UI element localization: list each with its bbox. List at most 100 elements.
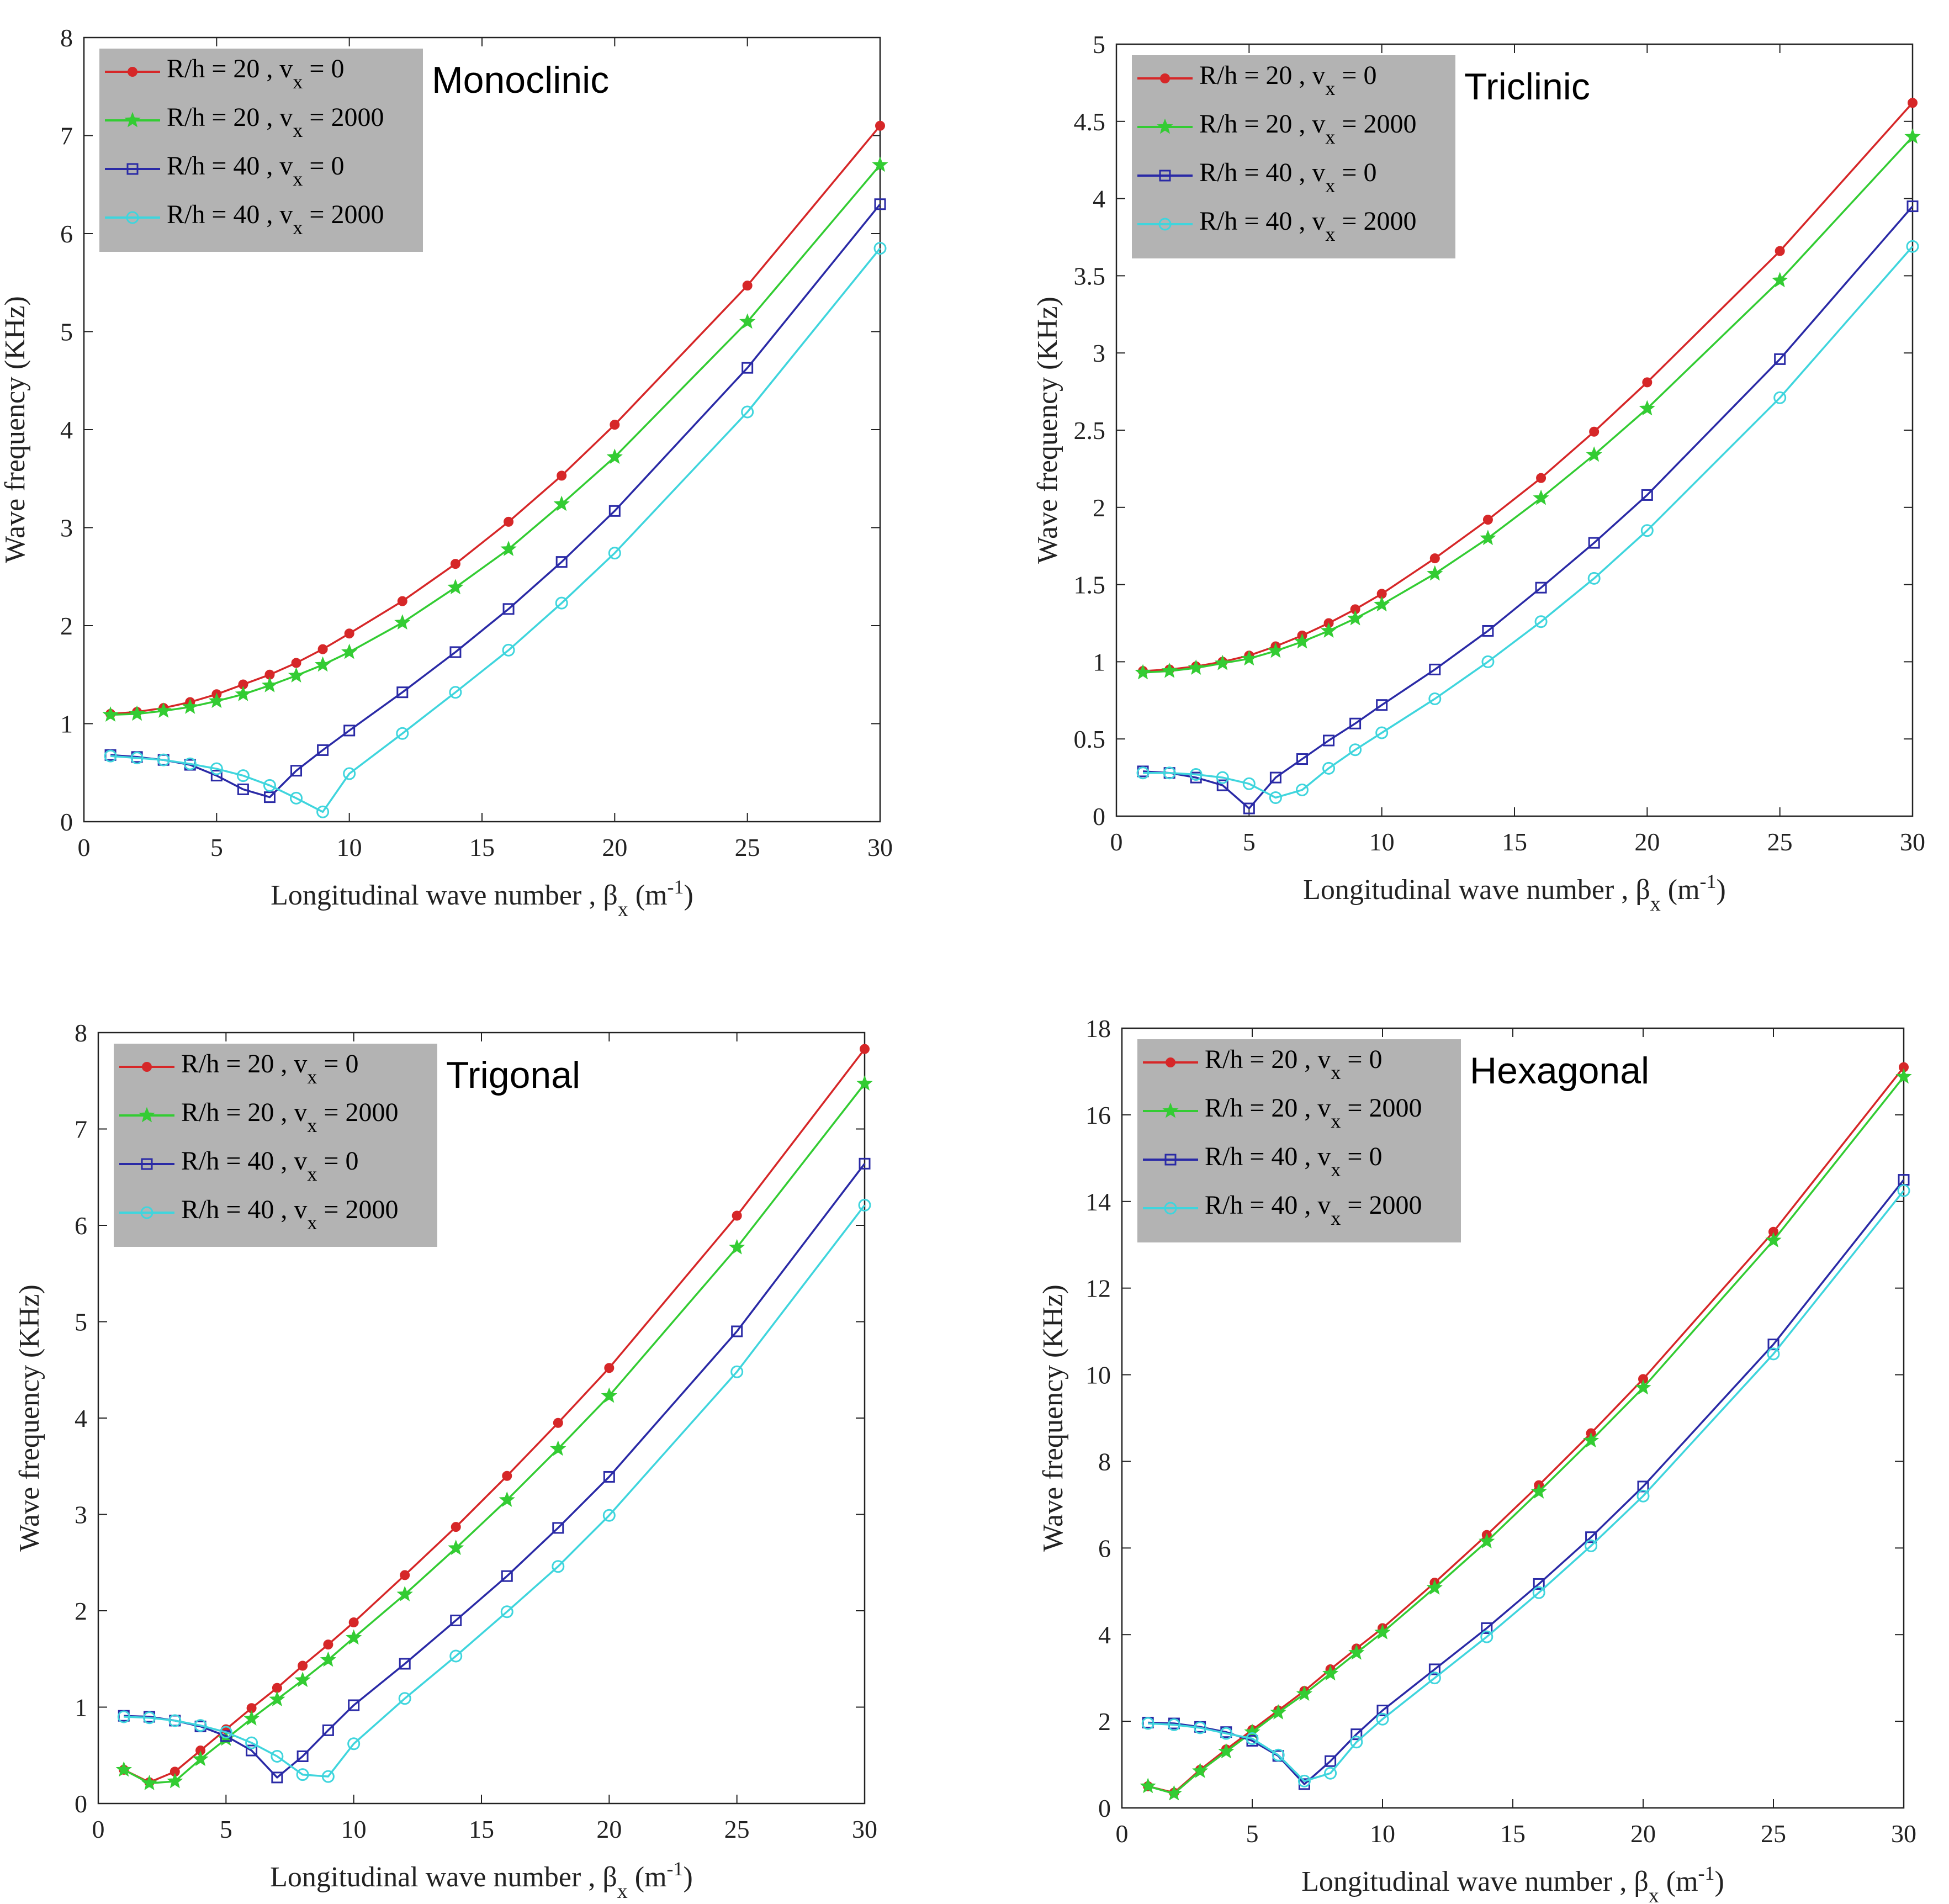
data-point: [1163, 766, 1176, 780]
legend-marker: [1166, 1057, 1175, 1067]
data-point: [1585, 1539, 1598, 1552]
data-point: [396, 686, 409, 699]
data-point: [1533, 1578, 1545, 1590]
data-point: [263, 779, 276, 792]
data-point: [294, 1672, 311, 1688]
data-point: [1295, 783, 1309, 796]
data-point: [1376, 699, 1388, 711]
data-point: [1772, 272, 1788, 288]
data-point: [1270, 1704, 1286, 1720]
x-tick-label: 15: [469, 833, 495, 861]
data-point: [1246, 1732, 1259, 1745]
data-point: [555, 596, 568, 610]
data-point: [1325, 1755, 1337, 1767]
data-point: [314, 656, 331, 672]
data-point: [1479, 1533, 1495, 1549]
y-tick-label: 2: [1093, 494, 1105, 522]
data-point: [1637, 1480, 1649, 1493]
data-point: [322, 1724, 334, 1736]
data-point: [449, 1649, 463, 1663]
data-point: [730, 1365, 744, 1378]
y-tick-label: 16: [1085, 1101, 1111, 1129]
series-line-cyan: [1143, 246, 1914, 799]
series-green: [1135, 128, 1921, 680]
y-tick-label: 8: [1098, 1447, 1111, 1475]
data-point: [1376, 1705, 1389, 1716]
data-point: [1216, 771, 1229, 784]
y-tick-label: 1: [1093, 648, 1105, 676]
data-point: [1296, 1685, 1313, 1701]
data-point: [320, 1651, 337, 1667]
data-point: [1773, 391, 1787, 404]
data-point: [290, 765, 303, 777]
y-axis-label: Wave frequency (KHz): [14, 1284, 45, 1552]
x-tick-label: 30: [1900, 828, 1925, 856]
data-point: [1587, 572, 1601, 585]
data-point: [1635, 1379, 1651, 1395]
data-point: [346, 1629, 362, 1645]
data-point: [450, 1614, 462, 1626]
data-point: [858, 1198, 871, 1212]
series-cyan: [104, 242, 887, 818]
data-point: [500, 1605, 513, 1619]
data-point: [606, 448, 623, 464]
data-point: [1639, 400, 1655, 416]
y-axis-label: Wave frequency (KHz): [1032, 297, 1063, 564]
data-point: [1767, 1347, 1780, 1361]
data-point: [502, 1471, 512, 1481]
data-point: [504, 516, 514, 527]
data-point: [731, 1325, 743, 1337]
data-point: [235, 685, 252, 701]
data-point: [872, 156, 888, 172]
data-point: [1480, 530, 1496, 546]
data-point: [1428, 1672, 1441, 1685]
x-tick-label: 10: [341, 1815, 367, 1843]
data-point: [398, 1692, 411, 1705]
data-point: [741, 405, 754, 419]
data-point: [553, 1418, 563, 1428]
y-tick-label: 7: [60, 122, 73, 150]
y-tick-label: 5: [75, 1308, 87, 1336]
data-point: [1532, 1586, 1545, 1599]
legend-entry-blue: R/h = 40 , vx = 0: [167, 151, 345, 190]
data-point: [1350, 1728, 1363, 1741]
data-point: [1191, 1762, 1209, 1778]
x-tick-label: 10: [337, 833, 362, 861]
legend-marker: [1162, 1102, 1179, 1118]
data-point: [610, 420, 620, 430]
y-tick-label: 0: [60, 808, 73, 836]
legend-entry-green: R/h = 20 , vx = 2000: [1199, 109, 1417, 148]
data-point: [875, 120, 885, 131]
data-point: [348, 1699, 360, 1711]
data-point: [1218, 1743, 1235, 1759]
y-tick-label: 6: [75, 1212, 87, 1240]
y-tick-label: 10: [1085, 1361, 1111, 1389]
data-point: [1161, 662, 1178, 678]
data-point: [143, 1711, 156, 1725]
data-point: [1322, 1665, 1339, 1681]
data-point: [271, 1749, 284, 1763]
data-point: [400, 1570, 410, 1580]
data-point: [210, 770, 223, 782]
y-axis-label: Wave frequency (KHz): [0, 296, 31, 563]
y-tick-label: 1: [75, 1694, 87, 1722]
legend-marker: [1157, 118, 1173, 134]
data-point: [317, 744, 329, 756]
data-point: [450, 559, 460, 569]
data-point: [1350, 1736, 1363, 1749]
data-point: [1220, 1727, 1233, 1740]
data-point: [552, 1522, 564, 1534]
legend-marker: [126, 163, 139, 175]
data-point: [167, 1773, 183, 1789]
data-point: [447, 579, 464, 595]
y-tick-label: 2: [75, 1597, 87, 1625]
legend-marker: [1164, 1154, 1177, 1166]
y-tick-label: 2.5: [1074, 416, 1106, 445]
legend-marker: [124, 112, 141, 128]
data-point: [1242, 777, 1256, 790]
legend-entry-blue: R/h = 40 , vx = 0: [181, 1146, 359, 1185]
data-point: [602, 1509, 616, 1522]
x-tick-label: 0: [92, 1815, 105, 1843]
data-point: [859, 1157, 871, 1170]
series-line-cyan: [124, 1204, 866, 1778]
